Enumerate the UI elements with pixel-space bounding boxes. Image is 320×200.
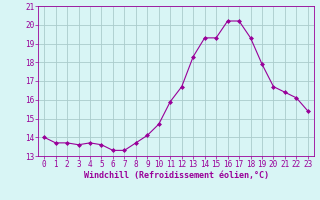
X-axis label: Windchill (Refroidissement éolien,°C): Windchill (Refroidissement éolien,°C) <box>84 171 268 180</box>
